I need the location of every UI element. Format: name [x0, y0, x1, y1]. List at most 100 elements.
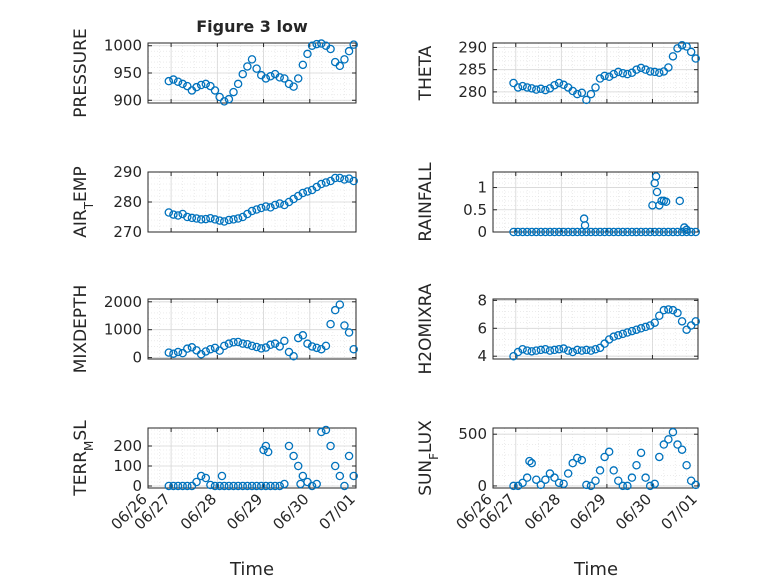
data-point — [284, 79, 294, 89]
data-point — [664, 63, 673, 72]
data-point — [563, 469, 573, 478]
data-point — [632, 460, 641, 470]
data-point — [275, 199, 284, 208]
data-point — [604, 227, 614, 237]
data-point — [614, 67, 623, 77]
data-point — [321, 425, 331, 435]
data-point — [220, 481, 229, 491]
data-point — [664, 305, 673, 314]
y-tick-label: 270 — [113, 223, 142, 241]
data-point — [169, 481, 178, 491]
data-point — [252, 64, 261, 73]
data-point — [682, 42, 691, 51]
data-point — [651, 172, 661, 181]
data-point — [559, 344, 568, 353]
data-point — [335, 61, 345, 71]
data-point — [266, 203, 275, 212]
y-axis-label: PRESSURE — [71, 28, 91, 117]
data-point — [349, 471, 358, 481]
data-point — [317, 179, 326, 189]
data-point — [303, 187, 312, 196]
data-point — [659, 305, 669, 315]
data-point — [618, 227, 628, 237]
data-point — [645, 227, 655, 237]
data-point — [169, 210, 178, 219]
data-point — [614, 331, 623, 340]
data-point — [568, 347, 577, 357]
data-point — [284, 441, 294, 451]
data-point — [522, 473, 532, 482]
data-point — [582, 345, 591, 355]
y-tick-label: 0 — [132, 477, 142, 495]
y-tick-label: 280 — [458, 83, 487, 101]
data-point — [618, 481, 628, 491]
data-point — [691, 54, 700, 63]
data-point — [307, 41, 317, 50]
data-point — [247, 206, 257, 216]
data-point — [224, 339, 234, 348]
data-point — [632, 227, 641, 237]
data-point — [280, 74, 289, 83]
data-point — [513, 347, 523, 357]
data-point — [677, 40, 687, 50]
data-point — [173, 211, 183, 220]
data-point — [169, 75, 178, 84]
data-point — [645, 67, 655, 76]
data-point — [229, 481, 238, 491]
data-point — [215, 346, 224, 355]
data-point — [183, 212, 192, 222]
data-point — [532, 346, 541, 355]
data-point — [691, 317, 700, 326]
data-point — [233, 214, 243, 223]
data-point — [224, 94, 234, 104]
data-point — [335, 471, 345, 481]
data-point — [509, 351, 518, 361]
data-point — [183, 481, 192, 491]
data-point — [686, 47, 696, 57]
data-point — [238, 339, 248, 348]
data-point — [586, 346, 596, 355]
data-point — [650, 227, 659, 237]
data-point — [554, 227, 564, 237]
data-point — [609, 227, 618, 237]
data-point — [559, 479, 568, 489]
data-point — [220, 217, 229, 226]
data-point — [627, 227, 637, 237]
data-point — [215, 92, 224, 102]
data-point — [577, 227, 587, 237]
data-point — [664, 435, 673, 444]
data-point — [604, 72, 614, 82]
data-point — [233, 481, 243, 491]
data-point — [270, 200, 280, 210]
data-point — [623, 227, 632, 237]
data-point — [641, 227, 650, 237]
data-point — [550, 345, 559, 355]
data-point — [527, 227, 536, 237]
data-point — [668, 52, 678, 61]
data-point — [645, 481, 655, 491]
data-point — [252, 481, 261, 491]
data-point — [527, 458, 536, 468]
data-point — [298, 331, 308, 340]
data-point — [312, 39, 321, 49]
data-point — [632, 325, 641, 334]
data-point — [164, 348, 174, 357]
data-point — [573, 227, 582, 237]
data-point — [668, 427, 678, 437]
data-point — [509, 227, 518, 237]
data-point — [298, 188, 308, 198]
axes-box — [492, 427, 699, 489]
data-point — [317, 39, 326, 48]
data-point — [659, 440, 669, 449]
data-point — [636, 324, 646, 333]
data-point — [210, 343, 220, 353]
data-point — [673, 227, 682, 237]
data-point — [238, 69, 248, 79]
data-point — [224, 481, 234, 491]
data-point — [196, 80, 206, 90]
data-point — [609, 69, 618, 79]
data-point — [568, 227, 577, 237]
data-point — [604, 447, 614, 457]
data-point — [340, 321, 349, 330]
data-point — [577, 455, 587, 465]
